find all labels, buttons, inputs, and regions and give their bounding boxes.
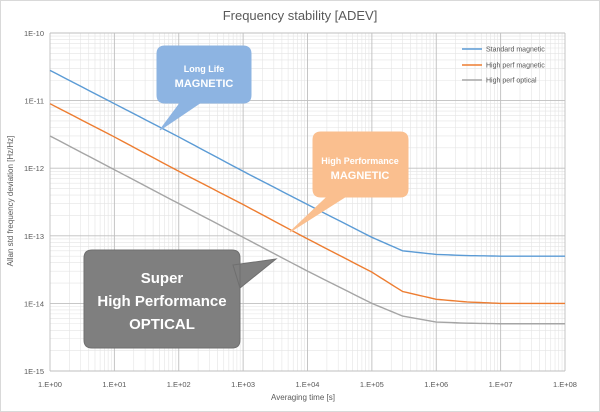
callout-high-performance-line2: MAGNETIC [331, 170, 390, 182]
y-tick-label: 1E-11 [25, 97, 44, 106]
y-tick-label: 1E-10 [24, 29, 44, 38]
series-line-1 [49, 103, 565, 305]
callout-high-performance-shape [289, 131, 409, 233]
callout-long-life: Long Life MAGNETIC [156, 45, 252, 131]
x-tick-label: 1.E+08 [553, 380, 577, 389]
x-tick-label: 1.E+03 [231, 380, 255, 389]
legend-label-high-perf-optical: High perf optical [486, 78, 537, 85]
callout-super-optical-line2: High Performance [97, 293, 226, 310]
chart-title: Frequency stability [ADEV] [223, 8, 378, 23]
callout-high-performance-line1: High Performance [321, 156, 399, 166]
y-tick-label: 1E-15 [24, 367, 44, 376]
legend: Standard magnetic High perf magnetic Hig… [462, 47, 545, 85]
y-tick-label: 1E-12 [24, 164, 44, 173]
y-tick-label: 1E-14 [24, 299, 44, 308]
callout-long-life-shape [156, 45, 252, 131]
series-lines [49, 69, 565, 325]
x-tick-label: 1.E+00 [38, 380, 62, 389]
x-tick-label: 1.E+01 [102, 380, 126, 389]
x-axis-label: Averaging time [s] [271, 393, 335, 402]
series-line-0 [49, 69, 565, 257]
x-tick-label: 1.E+07 [489, 380, 513, 389]
x-tick-label: 1.E+02 [167, 380, 191, 389]
callout-long-life-line1: Long Life [184, 64, 225, 74]
legend-label-high-perf-magnetic: High perf magnetic [486, 63, 545, 70]
callout-super-optical: Super High Performance OPTICAL [83, 249, 278, 349]
callout-super-optical-shape [83, 249, 278, 349]
x-tick-label: 1.E+06 [424, 380, 448, 389]
y-axis-label: Allan std frequency deviation [Hz/Hz] [6, 136, 15, 267]
callout-long-life-line2: MAGNETIC [175, 78, 234, 90]
x-tick-label: 1.E+04 [296, 380, 320, 389]
series-line-2 [49, 135, 565, 325]
callout-super-optical-line1: Super [141, 270, 184, 287]
x-tick-label: 1.E+05 [360, 380, 384, 389]
tick-labels: 1.E+00 1.E+01 1.E+02 1.E+03 1.E+04 1.E+05 1.E+… [24, 29, 577, 389]
legend-label-standard: Standard magnetic [486, 47, 545, 54]
callout-super-optical-line3: OPTICAL [129, 316, 195, 333]
y-tick-label: 1E-13 [24, 232, 44, 241]
callout-high-performance: High Performance MAGNETIC [289, 131, 409, 233]
